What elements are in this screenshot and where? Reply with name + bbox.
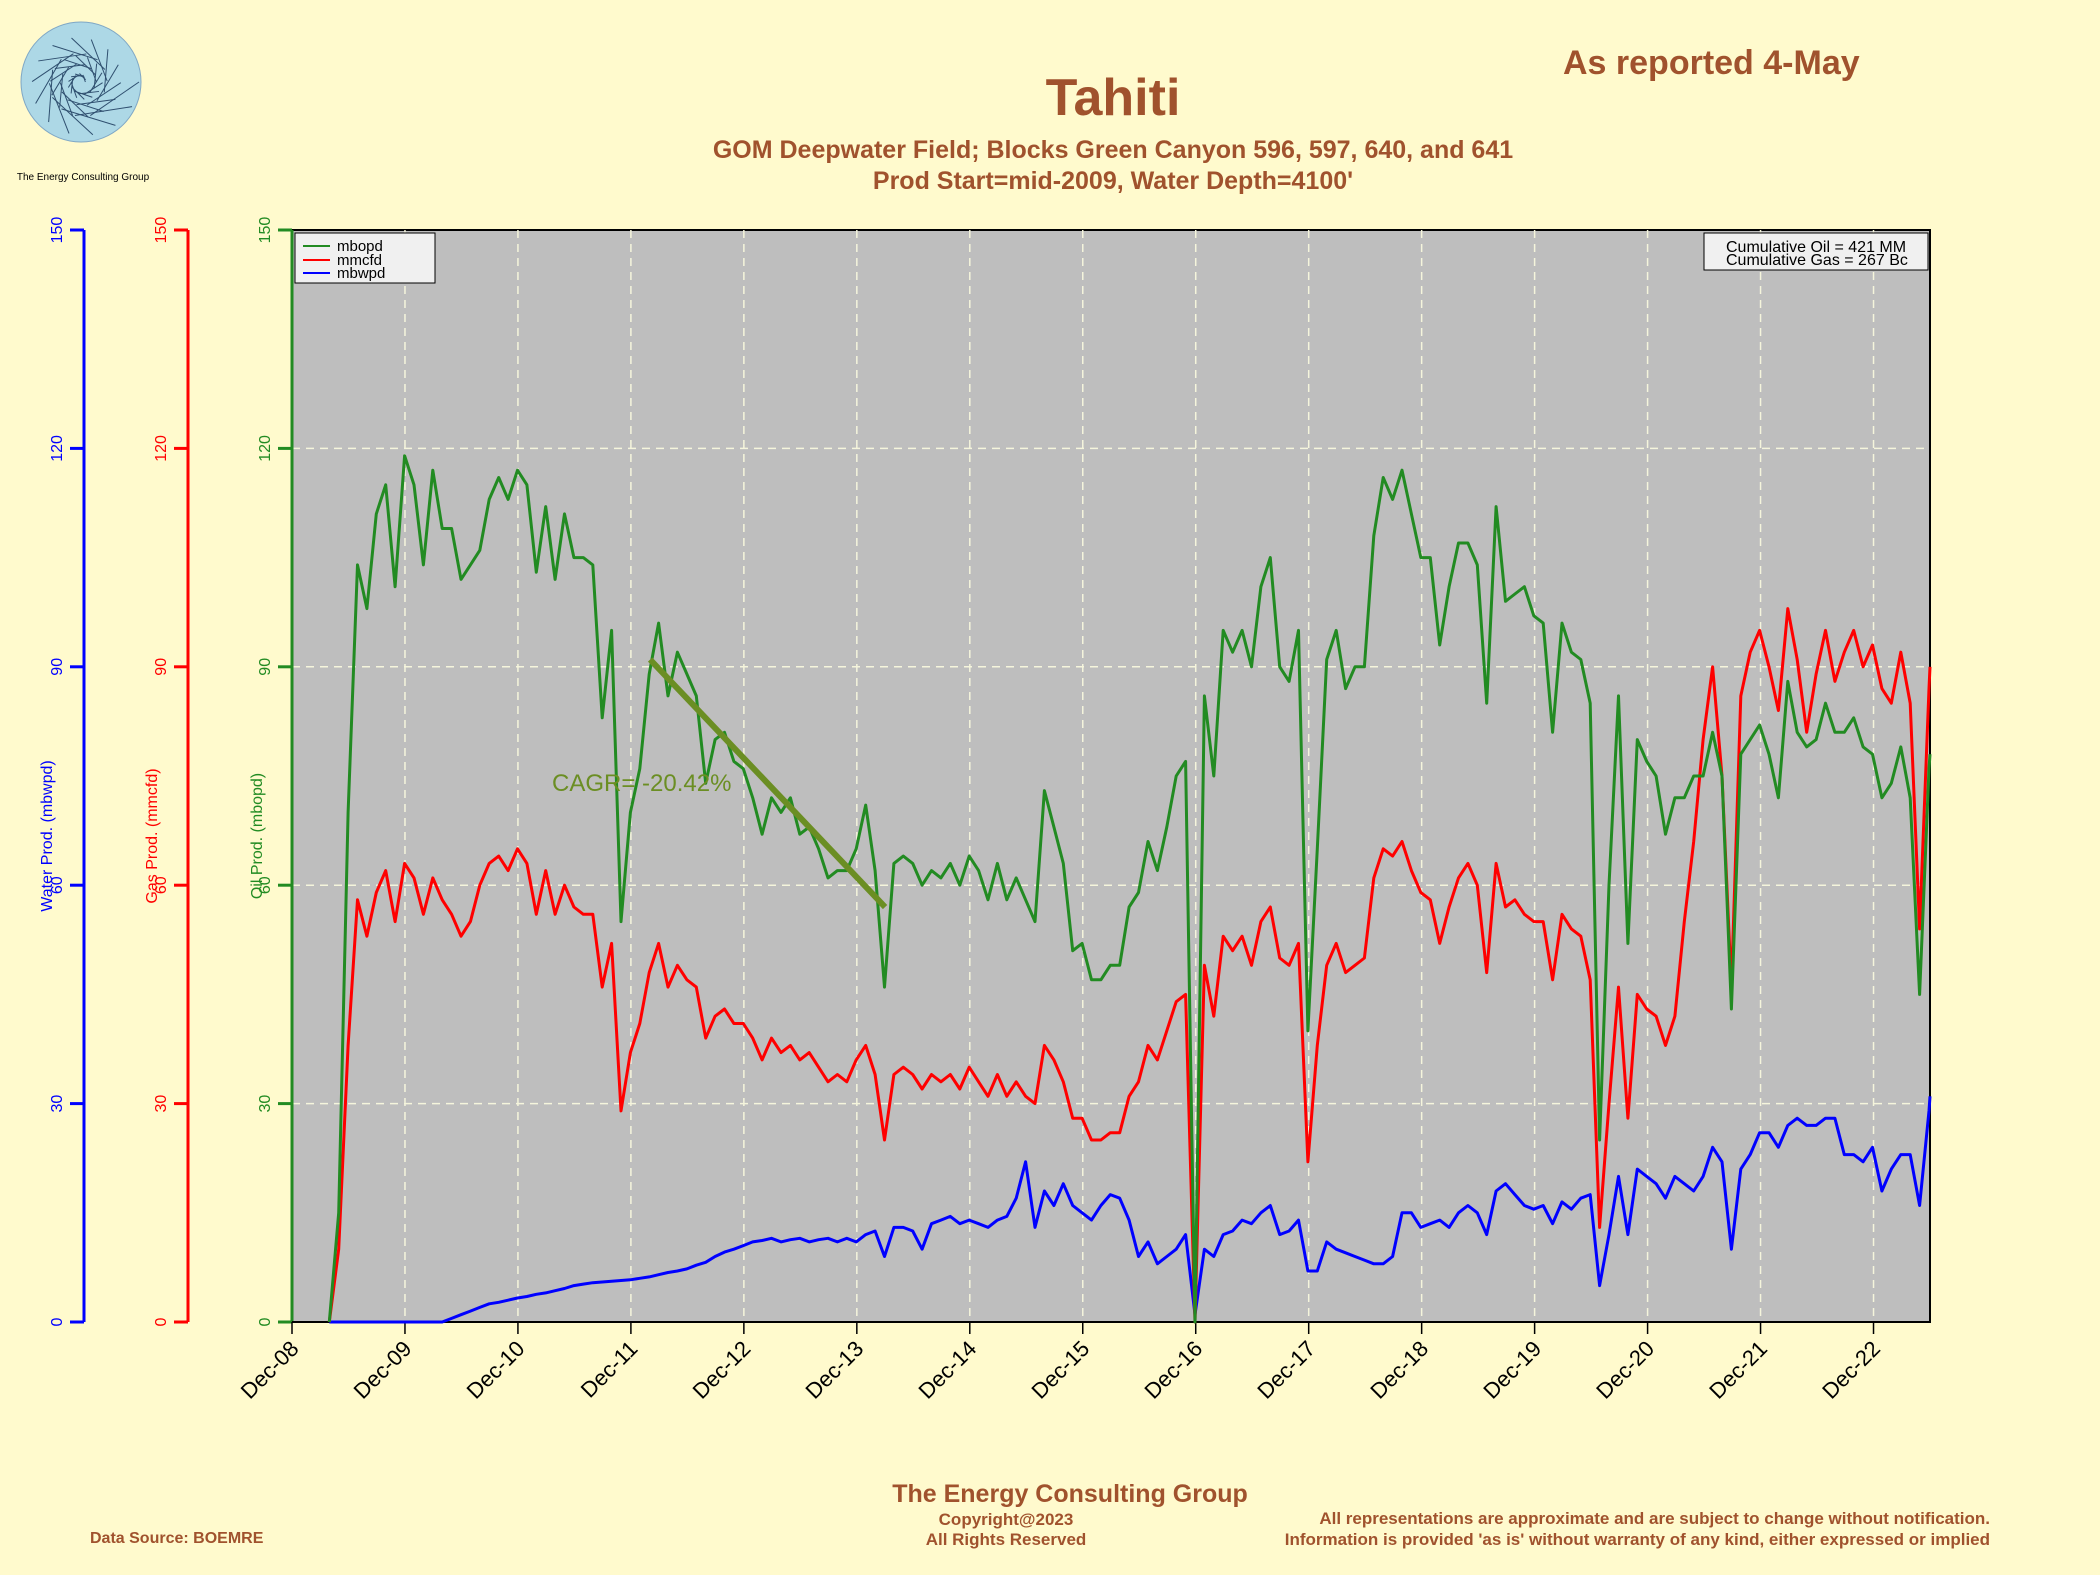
- spiral-logo-icon: [20, 21, 142, 143]
- cumulative-box: Cumulative Oil = 421 MM Cumulative Gas =…: [1703, 232, 1929, 271]
- logo-stroke: [48, 83, 70, 134]
- y-tick-label: 150: [49, 217, 66, 244]
- footer-disclaimer-1: All representations are approximate and …: [1319, 1509, 1990, 1528]
- y-tick-label: 30: [49, 1095, 66, 1113]
- x-tick-label: Dec-08: [236, 1336, 304, 1404]
- axes: 0 30 60 90 120 150 Water Prod. (mbwpd) 0 30 60 90 1…: [39, 217, 294, 1326]
- series-line-mbwpd: [329, 1096, 1932, 1324]
- logo-stroke: [67, 99, 104, 113]
- x-tick-label: Dec-09: [349, 1336, 417, 1404]
- logo-stroke: [54, 64, 85, 70]
- cumulative-oil: Cumulative Oil = 421 MM: [1726, 239, 1906, 256]
- logo-stroke: [52, 45, 98, 61]
- logo-stroke: [96, 64, 119, 102]
- legend: mbopd mmcfd mbwpd: [294, 232, 436, 284]
- x-tick-label: Dec-15: [1026, 1336, 1094, 1404]
- cagr-trend-line: [647, 657, 888, 910]
- legend-oil-label: mbopd: [337, 238, 383, 255]
- y-tick-label: 90: [257, 658, 274, 676]
- reported-date: As reported 4-May: [1563, 44, 1860, 82]
- x-tick-label: Dec-21: [1704, 1336, 1772, 1404]
- y-tick-label: 120: [49, 435, 66, 462]
- logo-stroke: [63, 59, 92, 70]
- x-tick-label: Dec-18: [1365, 1336, 1433, 1404]
- logo-stroke: [51, 67, 70, 96]
- cumulative-gas: Cumulative Gas = 267 Bc: [1726, 252, 1908, 269]
- logo-stroke: [71, 37, 106, 70]
- logo-caption: The Energy Consulting Group: [16, 172, 150, 183]
- y-tick-label: 60: [257, 876, 274, 894]
- y-tick-label: 150: [257, 217, 274, 244]
- series-line-mbopd: [327, 454, 1932, 1324]
- logo-stroke: [76, 98, 116, 106]
- y-tick-label: 60: [49, 876, 66, 894]
- logo-stroke: [59, 73, 64, 108]
- y-tick-label: 60: [153, 876, 170, 894]
- footer-copyright: Copyright@2023: [938, 1510, 1074, 1529]
- logo-stroke: [61, 108, 116, 126]
- footer-disclaimer-2: Information is provided 'as is' without …: [1284, 1530, 1990, 1549]
- x-tick-label: Dec-19: [1478, 1336, 1546, 1404]
- y-axis-label: Gas Prod. (mmcfd): [144, 768, 161, 903]
- logo-stroke: [52, 96, 94, 136]
- footer-data-source: Data Source: BOEMRE: [90, 1530, 264, 1547]
- logo-stroke: [82, 74, 86, 83]
- logo-stroke: [38, 53, 87, 62]
- x-tick-label: Dec-10: [462, 1336, 530, 1404]
- y-tick-label: 120: [153, 435, 170, 462]
- footer-rights: All Rights Reserved: [925, 1530, 1087, 1549]
- legend-water-label: mbwpd: [337, 265, 385, 282]
- logo-stroke: [31, 53, 74, 83]
- chart-title: Tahiti: [1045, 69, 1181, 127]
- y-tick-label: 0: [257, 1317, 274, 1326]
- y-tick-label: 30: [257, 1095, 274, 1113]
- y-tick-label: 0: [153, 1317, 170, 1326]
- legend-gas-label: mmcfd: [337, 252, 382, 269]
- logo-stroke: [59, 82, 74, 116]
- series-layer: [327, 454, 1932, 1324]
- x-tick-label: Dec-16: [1139, 1336, 1207, 1404]
- cagr-annotation: CAGR= -20.42%: [552, 770, 731, 797]
- y-tick-label: 90: [49, 658, 66, 676]
- y-tick-label: 90: [153, 658, 170, 676]
- y-axis-label: Water Prod. (mbwpd): [39, 760, 56, 911]
- x-tick-label: Dec-14: [914, 1336, 982, 1404]
- y-tick-label: 120: [257, 435, 274, 462]
- chart-subtitle-1: GOM Deepwater Field; Blocks Green Canyon…: [712, 136, 1514, 164]
- y-axis-label: Oil Prod. (mbopd): [249, 773, 266, 899]
- logo-stroke: [86, 82, 122, 106]
- logo-stroke: [103, 49, 109, 93]
- logo-stroke: [48, 69, 54, 123]
- company-logo: [16, 20, 146, 190]
- x-tick-label: Dec-12: [688, 1336, 756, 1404]
- logo-stroke: [90, 39, 108, 82]
- footer-company: The Energy Consulting Group: [892, 1480, 1248, 1508]
- x-tick-label: Dec-11: [576, 1336, 643, 1403]
- y-tick-label: 30: [153, 1095, 170, 1113]
- x-tick-label: Dec-17: [1252, 1336, 1320, 1404]
- x-tick-label: Dec-22: [1817, 1336, 1885, 1404]
- logo-stroke: [35, 58, 62, 104]
- y-tick-label: 0: [49, 1317, 66, 1326]
- logo-stroke: [61, 91, 89, 118]
- y-tick-label: 150: [153, 217, 170, 244]
- plot-area: [291, 229, 1931, 1323]
- chart-subtitle-2: Prod Start=mid-2009, Water Depth=4100': [872, 167, 1354, 195]
- x-tick-label: Dec-13: [801, 1336, 869, 1404]
- series-line-mmcfd: [327, 607, 1932, 1324]
- x-tick-label: Dec-20: [1591, 1336, 1659, 1404]
- logo-stroke: [50, 63, 77, 82]
- x-axis: Dec-08 Dec-09 Dec-10 Dec-11 Dec-12 Dec-13 Dec-…: [236, 1321, 1930, 1404]
